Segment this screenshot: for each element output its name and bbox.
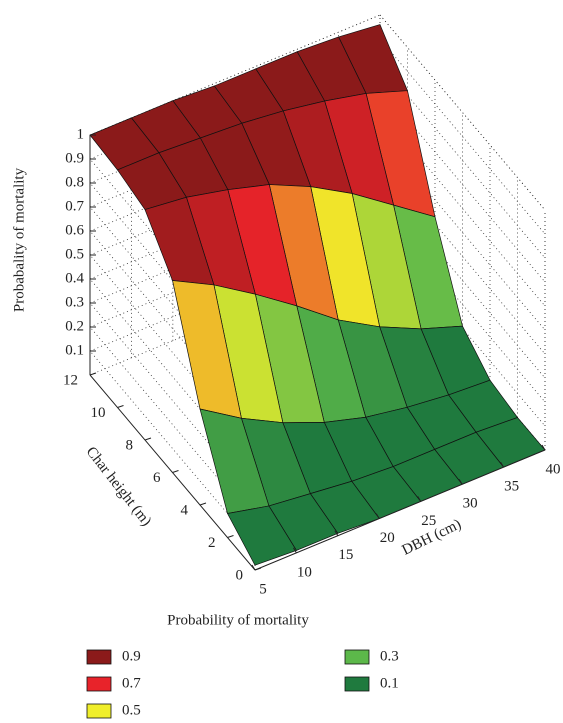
- x-axis: [254, 449, 546, 571]
- grid-line: [89, 350, 256, 547]
- x-tick-label: 25: [421, 513, 436, 529]
- z-tick-label: 0.1: [65, 342, 84, 358]
- y-axis-label: Char height (m): [83, 444, 155, 529]
- legend-swatch: [86, 703, 112, 719]
- grid-line: [89, 302, 256, 499]
- y-tick: [227, 535, 234, 538]
- y-tick-label: 0: [236, 567, 244, 583]
- x-tick-label: 10: [297, 564, 312, 580]
- y-tick: [89, 372, 97, 376]
- z-tick-label: 0.4: [65, 270, 84, 286]
- x-tick: [375, 513, 380, 519]
- grid-line: [379, 14, 546, 211]
- y-tick: [199, 502, 207, 506]
- x-tick: [251, 564, 256, 571]
- y-tick: [172, 470, 179, 473]
- legend-swatch: [86, 676, 112, 692]
- x-tick-label: 5: [259, 581, 267, 597]
- x-tick: [458, 479, 463, 485]
- legend-swatch: [86, 649, 112, 665]
- grid-line: [89, 254, 256, 451]
- grid-line: [89, 278, 256, 475]
- x-tick-label: 30: [463, 496, 478, 512]
- x-tick-label: 35: [504, 479, 519, 495]
- legend-label: 0.3: [380, 648, 399, 664]
- legend: 0.9 0.7 0.5 0.3 0.1: [86, 648, 399, 719]
- legend-swatch: [344, 649, 370, 665]
- x-tick: [541, 444, 546, 451]
- legend-label: 0.5: [122, 702, 141, 718]
- legend-label: 0.7: [122, 675, 141, 691]
- y-tick-label: 6: [153, 470, 161, 486]
- surface: [89, 24, 546, 566]
- z-tick-label: 0.3: [65, 294, 84, 310]
- y-tick-label: 12: [63, 372, 78, 388]
- y-tick-label: 8: [126, 437, 134, 453]
- x-tick: [417, 496, 422, 502]
- z-tick-label: 0.6: [65, 222, 84, 238]
- x-tick-label: 15: [338, 547, 353, 563]
- x-tick-label: 40: [546, 461, 561, 477]
- z-tick-label: 0.2: [65, 318, 84, 334]
- z-tick-label: 0.5: [65, 246, 84, 262]
- caption: Probability of mortality: [167, 612, 309, 628]
- z-axis-label: Probabality of mortality: [11, 167, 27, 312]
- y-tick-label: 4: [181, 502, 189, 518]
- legend-label: 0.1: [380, 675, 399, 691]
- surface-patch: [226, 505, 297, 566]
- z-tick-label: 1: [77, 126, 85, 142]
- legend-swatch: [344, 676, 370, 692]
- grid-line: [89, 230, 256, 427]
- z-tick-label: 0.9: [65, 150, 84, 166]
- y-tick: [144, 437, 152, 441]
- y-tick-label: 10: [91, 405, 106, 421]
- y-tick: [117, 405, 124, 408]
- y-tick: [254, 567, 262, 571]
- legend-label: 0.9: [122, 648, 141, 664]
- z-tick-label: 0.8: [65, 174, 84, 190]
- grid-line: [89, 158, 256, 355]
- x-tick: [500, 461, 505, 468]
- grid-line: [89, 326, 256, 523]
- x-tick: [292, 547, 297, 554]
- grid-line: [89, 182, 256, 379]
- z-tick-label: 0.7: [65, 198, 84, 214]
- x-tick-label: 20: [380, 530, 395, 546]
- y-tick-label: 2: [208, 535, 216, 551]
- axes-layer: 0.10.20.30.40.50.60.70.80.91024681012510…: [63, 126, 561, 597]
- x-tick: [334, 530, 339, 536]
- grid-line: [89, 206, 256, 403]
